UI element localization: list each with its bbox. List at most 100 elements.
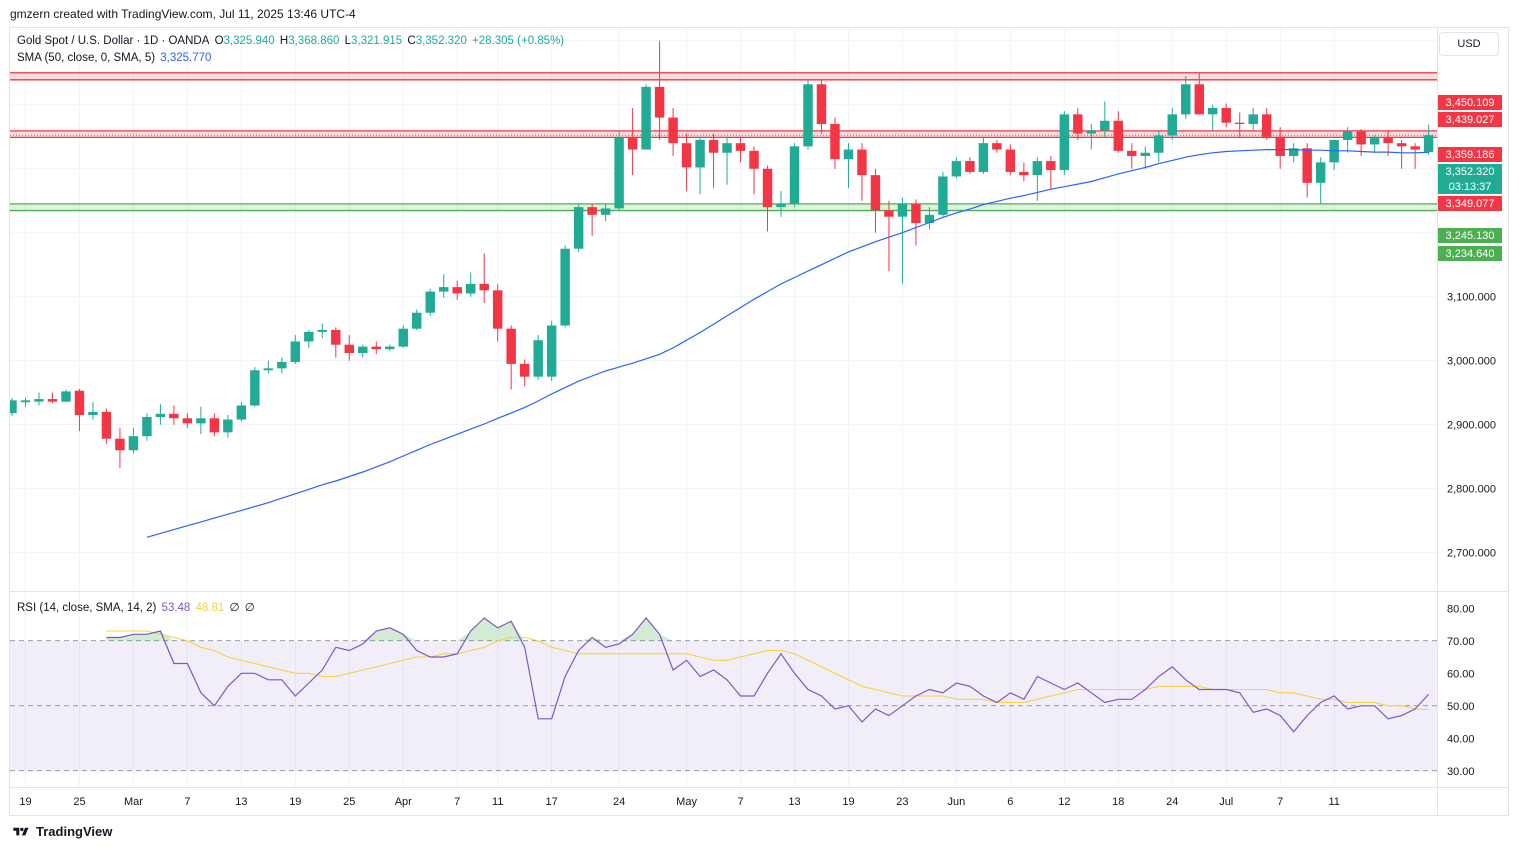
sma-label: SMA (50, close, 0, SMA, 5)	[17, 52, 156, 64]
candle-body	[951, 161, 962, 177]
rsi-tick-label: 50.00	[1447, 701, 1475, 713]
chart-caption: gmzern created with TradingView.com, Jul…	[10, 7, 356, 21]
time-tick-label: 7	[454, 796, 460, 808]
candle-body	[722, 143, 732, 153]
candle-body	[290, 341, 301, 362]
candle-body	[911, 203, 921, 224]
high-value: 3,368.860	[288, 35, 340, 47]
candle-body	[1086, 130, 1097, 134]
candle-body	[425, 291, 435, 313]
time-tick-label: 13	[235, 796, 247, 808]
candle-body	[546, 325, 557, 377]
sma-line	[146, 149, 1429, 538]
candle-body	[1059, 114, 1070, 171]
candle-body	[115, 438, 125, 451]
candle-body	[88, 411, 98, 416]
candle-body	[506, 328, 516, 364]
candle-body	[182, 418, 193, 424]
candle-body	[304, 331, 314, 342]
sma-value: 3,325.770	[160, 52, 212, 64]
candle-body	[439, 287, 449, 292]
open-value: 3,325.940	[223, 35, 275, 47]
time-tick-label: 11	[492, 796, 503, 808]
tradingview-brand-text: TradingView	[36, 824, 113, 839]
candle-body	[627, 138, 638, 150]
candle-body	[1356, 131, 1366, 145]
candle-body	[1208, 107, 1218, 115]
price-legend: Gold Spot / U.S. Dollar · 1D · OANDA O3,…	[17, 35, 566, 47]
candle-body	[371, 346, 381, 350]
candle-body	[1288, 148, 1299, 156]
time-tick-label: 24	[1166, 796, 1178, 808]
rsi-extra-1: ∅	[229, 602, 240, 614]
time-tick-label: 7	[184, 796, 190, 808]
candle-body	[1423, 135, 1434, 153]
rsi-extra-2: ∅	[244, 602, 255, 614]
price-tag: 3,245.130	[1438, 228, 1502, 243]
rsi-tick-label: 40.00	[1447, 733, 1475, 745]
price-tick-label: 2,800.000	[1447, 484, 1496, 496]
price-tag: 3,439.027	[1438, 112, 1502, 127]
rsi-value: 53.48	[161, 602, 191, 614]
low-label: L	[344, 35, 351, 47]
candle-body	[492, 290, 503, 329]
change-value: +28.305 (+0.85%)	[472, 35, 565, 47]
candle-body	[776, 203, 786, 208]
candle-body	[452, 287, 462, 294]
candle-body	[1113, 120, 1124, 151]
candle-body	[992, 143, 1002, 150]
symbol-name[interactable]: Gold Spot / U.S. Dollar · 1D · OANDA	[17, 35, 210, 47]
candle-body	[263, 368, 274, 371]
candle-body	[385, 346, 395, 350]
price-tag: 3,234.640	[1438, 246, 1502, 261]
candle-body	[1275, 136, 1285, 156]
candle-body	[830, 123, 840, 160]
candle-body	[1369, 138, 1380, 145]
candle-body	[897, 203, 908, 217]
candle-body	[735, 143, 746, 151]
candle-body	[803, 84, 813, 147]
candle-body	[223, 419, 233, 433]
rsi-tick-label: 60.00	[1447, 668, 1475, 680]
rsi-tick-label: 30.00	[1447, 766, 1475, 778]
candle-body	[412, 312, 422, 329]
candle-body	[668, 117, 678, 144]
candle-body	[1019, 171, 1029, 176]
candle-body	[1410, 146, 1420, 150]
rsi-legend[interactable]: RSI (14, close, SMA, 14, 2) 53.48 48.81 …	[17, 600, 257, 614]
candle-body	[331, 329, 341, 345]
tradingview-logo-icon	[13, 827, 29, 835]
candle-body	[789, 146, 800, 204]
candle-body	[34, 399, 44, 402]
candle-body	[587, 207, 597, 215]
rsi-tick-label: 80.00	[1447, 603, 1475, 615]
candle-body	[1181, 84, 1191, 115]
time-tick-label: 25	[343, 796, 355, 808]
rsi-ma-line	[106, 630, 1429, 711]
time-tick-label: 6	[1007, 796, 1013, 808]
candle-body	[142, 416, 152, 437]
time-tick-label: 13	[788, 796, 800, 808]
time-tick-label: 19	[19, 796, 31, 808]
time-tick-label: 23	[896, 796, 908, 808]
candle-body	[74, 390, 85, 416]
price-tag: 3,450.109	[1438, 95, 1502, 110]
candle-body	[155, 413, 166, 417]
candle-body	[519, 363, 530, 377]
candle-body	[250, 370, 260, 406]
candle-body	[128, 436, 139, 451]
time-tick-label: Mar	[124, 796, 143, 808]
candle-body	[1248, 114, 1258, 124]
price-tick-label: 2,700.000	[1447, 548, 1496, 560]
candle-body	[843, 149, 854, 160]
candle-body	[938, 176, 948, 215]
time-tick-label: Jun	[948, 796, 966, 808]
price-pane	[10, 40, 1437, 538]
sma-legend[interactable]: SMA (50, close, 0, SMA, 5) 3,325.770	[17, 52, 213, 64]
candle-body	[196, 418, 206, 424]
price-tick-label: 2,900.000	[1447, 420, 1496, 432]
currency-button[interactable]: USD	[1439, 32, 1499, 56]
tradingview-logo[interactable]: TradingView	[10, 824, 112, 839]
candle-body	[965, 161, 975, 172]
